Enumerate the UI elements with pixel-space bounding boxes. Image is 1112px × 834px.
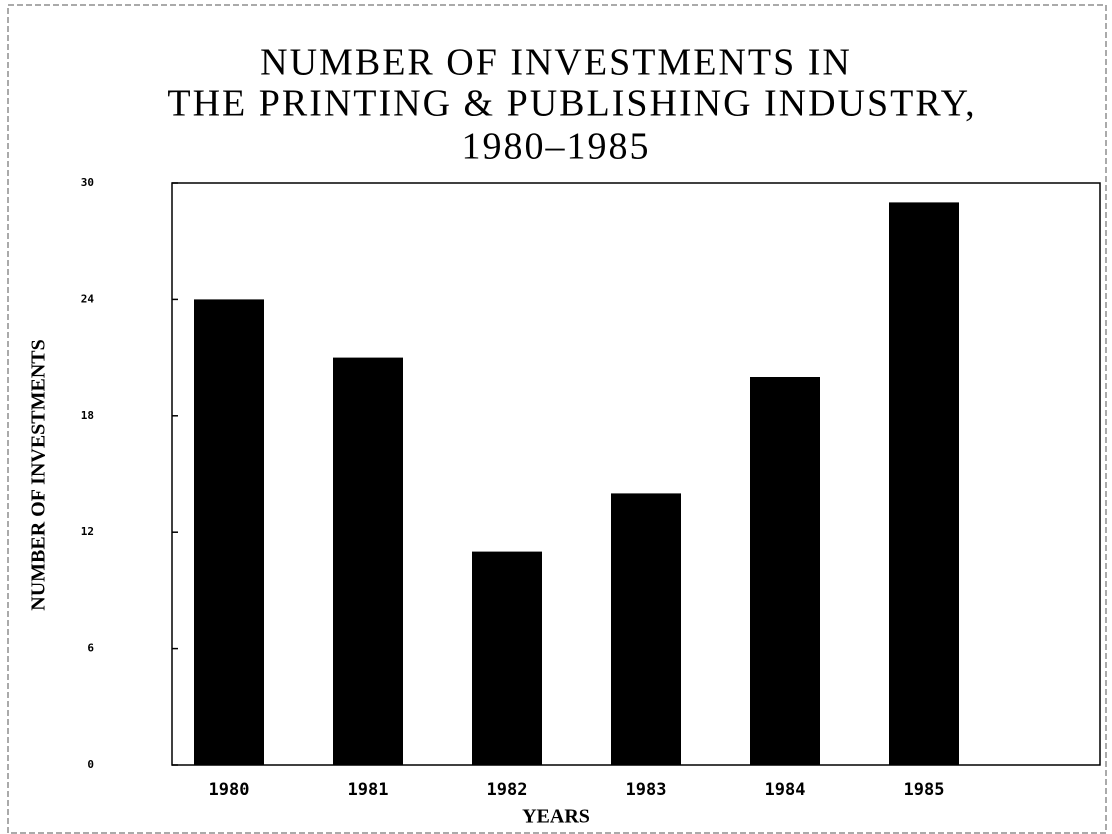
- x-tick-label: 1985: [904, 780, 945, 800]
- bar: [750, 377, 820, 765]
- frame: [7, 4, 1107, 834]
- y-tick-label: 0: [87, 758, 94, 771]
- bar: [472, 551, 542, 765]
- x-tick-label: 1983: [626, 780, 667, 800]
- bar: [611, 493, 681, 765]
- bar: [194, 299, 264, 765]
- y-axis-label: NUMBER OF INVESTMENTS: [28, 339, 50, 611]
- bar: [333, 357, 403, 765]
- x-tick-label: 1980: [209, 780, 250, 800]
- chart-title: NUMBER OF INVESTMENTS IN: [260, 42, 852, 84]
- chart-title: 1980–1985: [462, 126, 651, 168]
- y-tick-label: 24: [81, 292, 95, 305]
- y-tick-label: 18: [81, 409, 94, 422]
- chart-title: THE PRINTING & PUBLISHING INDUSTRY,: [167, 83, 976, 125]
- x-tick-label: 1981: [348, 780, 389, 800]
- y-tick-label: 30: [81, 176, 94, 189]
- y-tick-label: 6: [87, 642, 94, 655]
- x-tick-label: 1982: [487, 780, 528, 800]
- bar: [889, 202, 959, 765]
- x-tick-label: 1984: [765, 780, 806, 800]
- x-axis-label: YEARS: [522, 806, 590, 828]
- y-tick-label: 12: [81, 525, 94, 538]
